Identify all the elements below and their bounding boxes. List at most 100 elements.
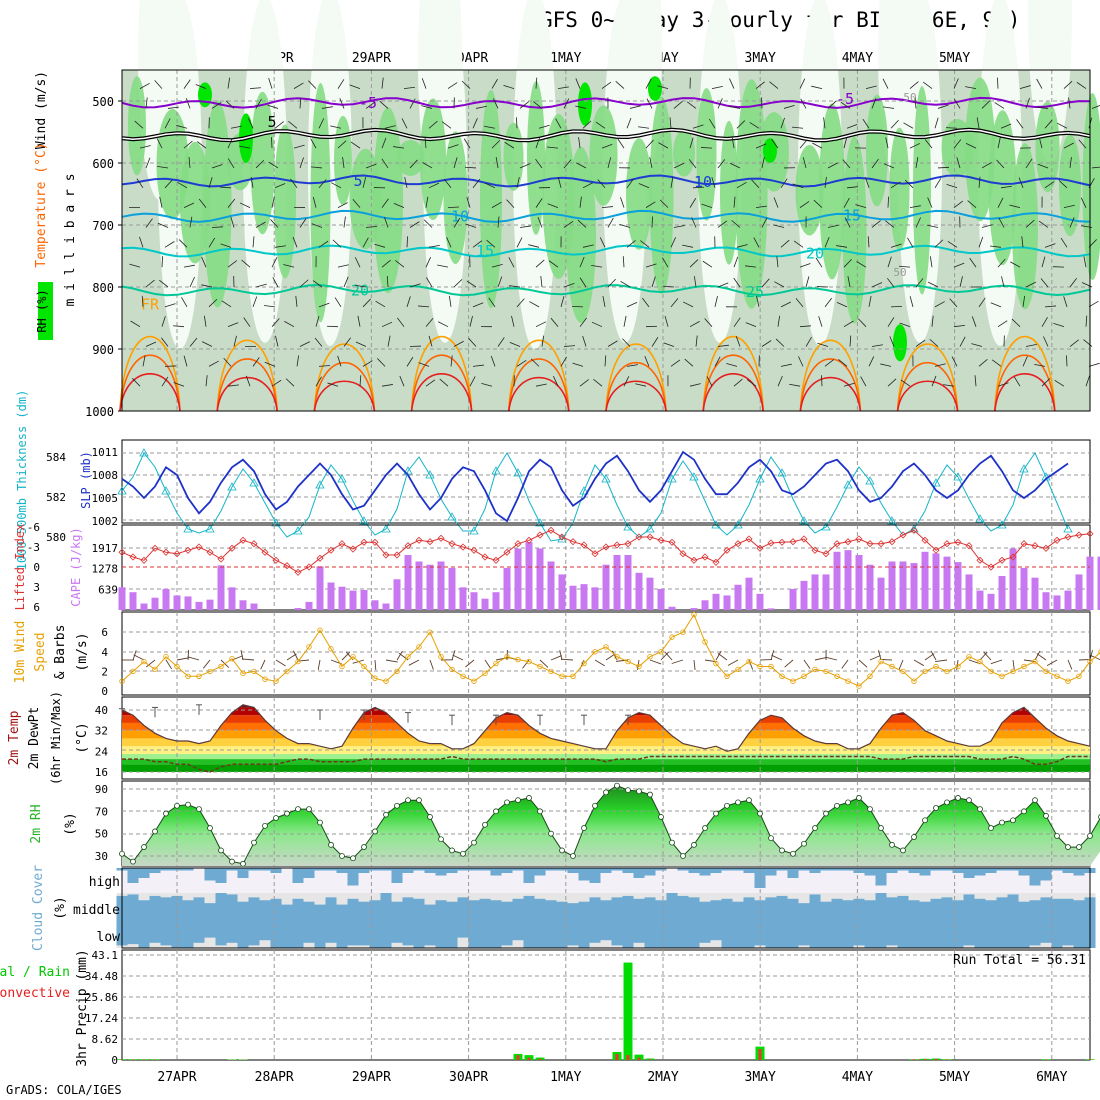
rh-marker (691, 841, 697, 848)
wind-barb (550, 317, 559, 327)
wind-barb (230, 125, 242, 129)
thickness-marker (513, 468, 523, 477)
wind-barb (867, 236, 870, 248)
cloud-middle-bar (413, 898, 425, 922)
rh-marker (416, 797, 422, 804)
wind-barb (185, 97, 191, 109)
cloud-high-bar (765, 868, 777, 876)
wind-barb (219, 186, 232, 189)
cloud-high-bar (149, 868, 161, 873)
rh-marker (746, 797, 752, 804)
cape-bar (371, 600, 379, 610)
wind-barb (890, 181, 901, 189)
thickness-marker (491, 466, 501, 475)
wind-barb (575, 78, 581, 89)
wind-barb-10m (484, 659, 492, 669)
wind-barb (541, 335, 545, 347)
lifted-index-marker (778, 538, 786, 546)
cloud-low-bg (622, 922, 634, 948)
cloud-low-bg (1062, 922, 1074, 948)
rh-marker (306, 806, 312, 812)
thickness-marker (183, 524, 193, 533)
cloud-middle-bar (204, 903, 216, 922)
footer-credit: GrADS: COLA/IGES (6, 1083, 122, 1097)
thickness-marker (579, 486, 589, 495)
wind-barb (1022, 356, 1028, 367)
rh-marker (603, 789, 609, 796)
cape-bar (305, 601, 313, 610)
wind-barb (971, 343, 983, 347)
cloud-low-gap (1040, 942, 1052, 948)
wind-barb (761, 217, 768, 228)
wind-speed-marker (878, 658, 884, 665)
cape-bar (569, 585, 577, 610)
wind-barb (134, 120, 144, 129)
wind-barb (255, 283, 267, 288)
lifted-index-marker (690, 556, 698, 564)
cape-bar (767, 608, 775, 610)
wind-barb (1034, 363, 1046, 367)
wind-barb (211, 164, 223, 169)
cloud-middle-bar (171, 895, 183, 922)
wind-barb (934, 301, 945, 308)
wind-barb (424, 137, 427, 149)
wind-barb (409, 283, 421, 288)
slp-tick-label: 1011 (92, 446, 119, 459)
wind-barb (441, 121, 452, 129)
wind-barb-10m (539, 659, 549, 668)
freezing-level-line-inner (121, 128, 1091, 142)
wind-barb (934, 178, 942, 189)
rh-marker (757, 810, 763, 817)
cloud-middle-bar (776, 895, 788, 922)
wind-barb (1091, 105, 1100, 109)
wind-barb (1019, 85, 1031, 89)
wind-barb (842, 159, 851, 169)
cloud-high-bar (732, 868, 744, 871)
wind-barb-10m (260, 659, 266, 670)
wind-barb (484, 125, 496, 129)
wind-barb-10m (649, 659, 662, 665)
wind-barb (817, 342, 829, 347)
wind-barb (535, 158, 543, 169)
wind-barb (315, 315, 320, 327)
rh-marker (317, 819, 323, 826)
wind-barb (312, 280, 323, 288)
thickness-marker (975, 514, 985, 523)
wind-barb (145, 218, 153, 228)
cloud-low-bg (567, 922, 579, 948)
cape-bar (129, 592, 137, 610)
wind-barb (227, 198, 236, 208)
wind-barb (183, 140, 193, 149)
lifted-index-marker (481, 553, 489, 561)
wind-barb (780, 117, 785, 129)
wind-barb (749, 122, 760, 129)
wind-barb (934, 239, 944, 248)
wind-barb (560, 356, 567, 367)
cape-bar (965, 574, 973, 610)
wind-speed-marker (735, 666, 741, 673)
wind-barb (299, 218, 307, 228)
wind-barb (798, 356, 804, 367)
wind-barb-10m (979, 651, 988, 661)
wind-barb (756, 296, 760, 307)
cloud-low-bg (897, 922, 909, 948)
rh-moist-streak (310, 83, 331, 323)
rh-moist-streak (503, 122, 524, 191)
lifted-index-marker (613, 541, 621, 549)
cloud-high-bar (787, 868, 799, 878)
wind-barb (1009, 204, 1021, 209)
wind-barb (421, 105, 433, 109)
wind-barb (365, 225, 377, 228)
cloud-low-bg (952, 922, 964, 948)
wind-barb (967, 200, 977, 208)
rh2m-tick-label: 30 (95, 850, 108, 863)
wind-barb (227, 137, 233, 149)
lifted-index-line (121, 529, 1091, 573)
lifted-index-marker (118, 548, 126, 556)
wind-barb-10m (935, 659, 948, 663)
wind-barb-10m (1023, 659, 1036, 663)
wind-barb (334, 297, 342, 308)
cloud-high-bar (655, 868, 667, 871)
wind-barb (357, 315, 361, 327)
cape-bar (756, 593, 764, 610)
